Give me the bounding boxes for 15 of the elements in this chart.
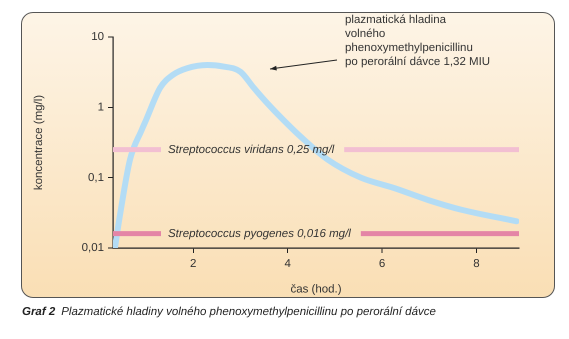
y-tick-label: 10 (91, 31, 104, 44)
y-tick-label: 0,1 (88, 172, 104, 184)
x-tick-label: 4 (284, 258, 292, 270)
y-tick-label: 1 (98, 102, 104, 114)
y-axis-title: koncentrace (mg/l) (33, 94, 46, 190)
text: Graf 2 (22, 306, 56, 318)
text: Plazmatické hladiny volného phenoxymethylpenicillinu po perorální dávce (61, 306, 436, 318)
x-axis-title: čas (hod.) (290, 283, 342, 296)
ref-line-label: Streptococcus pyogenes 0,016 mg/l (168, 228, 352, 240)
x-tick-label: 6 (378, 258, 386, 270)
x-tick-label: 8 (473, 258, 480, 270)
annotation: plazmatická hladina volného phenoxymethylpenicillinu po perorální dávce 1,32 MIU (345, 14, 490, 68)
y-tick-label: 0,01 (82, 242, 104, 254)
x-tick-label: 2 (190, 258, 196, 270)
ref-line-label: Streptococcus viridans 0,25 mg/l (168, 144, 335, 156)
